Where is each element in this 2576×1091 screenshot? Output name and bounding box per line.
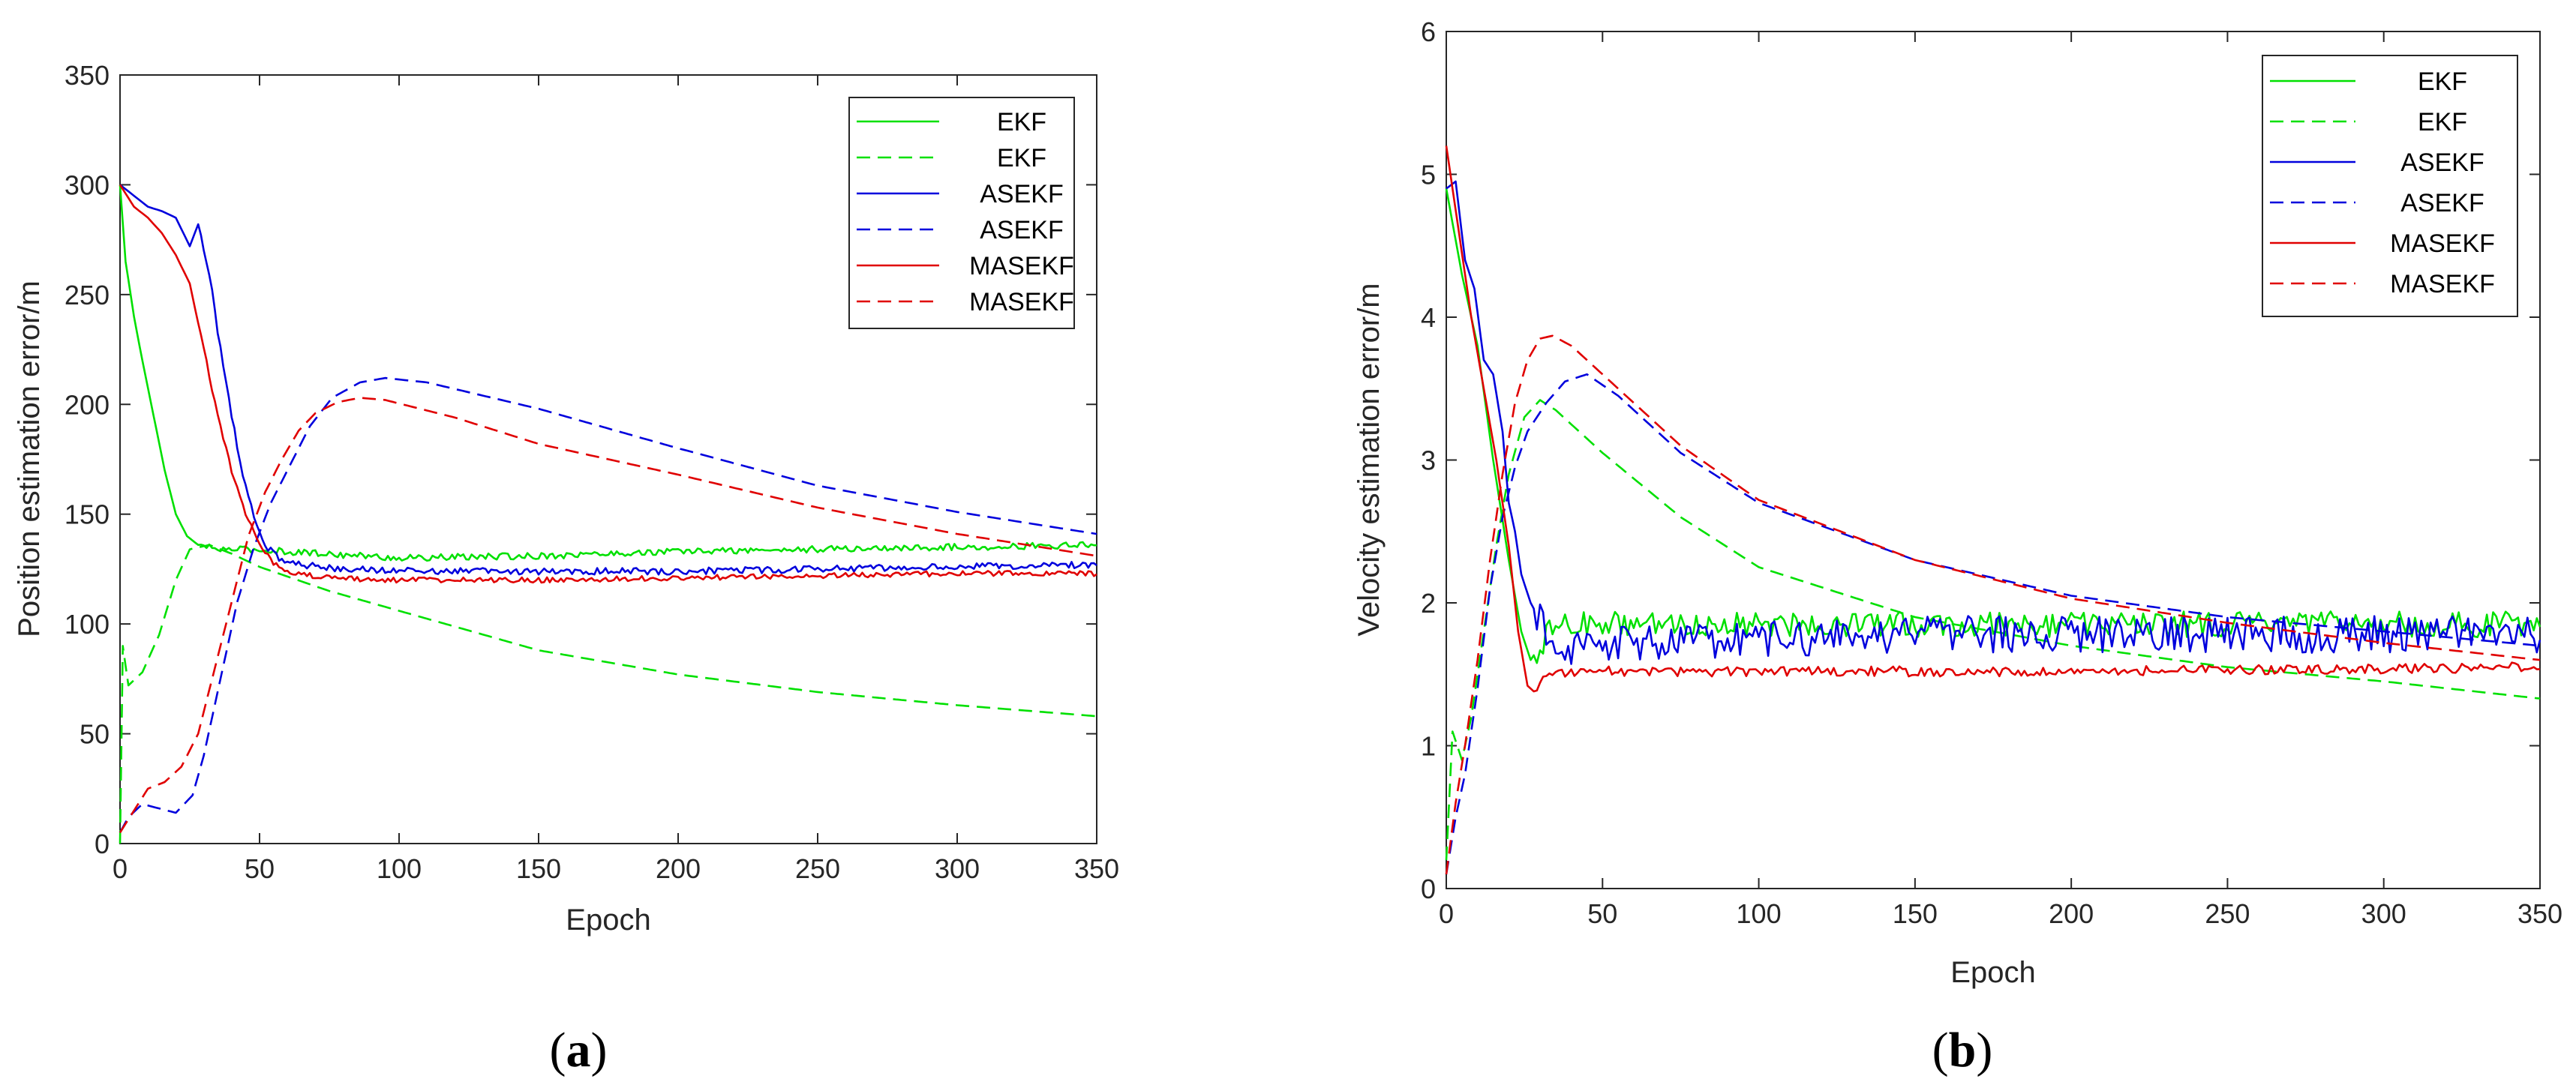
position-error-chart: 0 50 100 150 200 250 300 350 0 50 100 150 200 250 300… <box>13 60 1119 1078</box>
x-tick-label-b-5: 250 <box>2205 898 2250 929</box>
x-tick-label-b-2: 100 <box>1737 898 1782 929</box>
series-line-masekf-solid-a <box>119 184 1097 584</box>
x-tick-label-b-7: 350 <box>2517 898 2562 929</box>
x-tick-label-a-3: 150 <box>516 853 561 884</box>
caption-a: (a) <box>550 1023 608 1078</box>
legend-label-a-3: ASEKF <box>980 216 1063 244</box>
legend-box-a <box>848 97 1075 329</box>
legend-label-b-5: MASEKF <box>2390 270 2495 298</box>
y-tick-label-a-7: 350 <box>65 60 110 91</box>
series-line-asekf-solid-b <box>1446 180 2541 665</box>
caption-a-close: ) <box>591 1023 608 1078</box>
y-axis-label-b: Velocity estimation error/m <box>1353 283 1386 636</box>
legend-a: EKF EKF ASEKF ASEKF MASEKF MASEKF <box>848 97 1075 329</box>
series-lines-a <box>119 184 1097 844</box>
y-tick-label-a-6: 300 <box>65 169 110 200</box>
x-tick-label-a-1: 50 <box>245 853 275 884</box>
legend-label-b-1: EKF <box>2418 108 2467 136</box>
x-tick-label-b-1: 50 <box>1587 898 1617 929</box>
legend-label-a-1: EKF <box>997 144 1046 172</box>
series-line-masekf-dashed-a <box>119 397 1097 834</box>
series-line-ekf-dashed-b <box>1445 399 2541 860</box>
x-tick-label-a-2: 100 <box>377 853 422 884</box>
y-tick-label-a-2: 100 <box>65 609 110 640</box>
y-tick-label-a-1: 50 <box>80 719 110 750</box>
caption-a-letter: a <box>566 1023 591 1078</box>
legend-label-a-2: ASEKF <box>980 180 1063 208</box>
legend-label-b-4: MASEKF <box>2390 229 2495 258</box>
y-tick-label-a-4: 200 <box>65 389 110 420</box>
y-tick-label-a-3: 150 <box>65 499 110 530</box>
series-line-masekf-solid-b <box>1445 145 2541 693</box>
x-tick-label-a-6: 300 <box>935 853 980 884</box>
x-tick-label-b-3: 150 <box>1893 898 1938 929</box>
series-lines-b <box>1445 145 2541 875</box>
caption-b-close: ) <box>1976 1023 1992 1078</box>
legend-b: EKF EKF ASEKF ASEKF MASEKF MASEKF <box>2262 55 2518 317</box>
legend-label-b-0: EKF <box>2418 67 2467 96</box>
y-tick-label-b-4: 4 <box>1421 302 1436 333</box>
x-tick-label-a-0: 0 <box>113 853 128 884</box>
caption-b-letter: b <box>1949 1023 1977 1078</box>
y-ticks-a: 0 50 100 150 200 250 300 350 <box>65 60 1097 859</box>
x-ticks-b: 0 50 100 150 200 250 300 350 <box>1439 31 2562 929</box>
x-tick-label-b-0: 0 <box>1439 898 1454 929</box>
y-tick-label-a-0: 0 <box>95 829 110 859</box>
caption-b-open: ( <box>1932 1023 1949 1078</box>
series-line-asekf-dashed-a <box>119 376 1097 834</box>
x-axis-label-b: Epoch <box>1950 956 2035 989</box>
series-line-ekf-solid-b <box>1445 188 2541 664</box>
x-axis-label-a: Epoch <box>566 904 650 937</box>
y-tick-label-b-0: 0 <box>1421 874 1436 904</box>
y-tick-label-b-1: 1 <box>1421 731 1436 762</box>
legend-label-b-2: ASEKF <box>2400 148 2484 177</box>
y-tick-label-a-5: 250 <box>65 280 110 310</box>
caption-b: (b) <box>1932 1023 1993 1078</box>
x-tick-label-a-4: 200 <box>656 853 701 884</box>
series-line-masekf-dashed-b <box>1445 334 2541 875</box>
caption-a-open: ( <box>550 1023 566 1078</box>
legend-label-b-3: ASEKF <box>2400 189 2484 217</box>
y-axis-label-a: Position estimation error/m <box>13 280 46 637</box>
series-line-asekf-solid-a <box>119 184 1097 576</box>
velocity-error-chart: 0 50 100 150 200 250 300 350 0 1 2 3 4 5 6 Epoch Velo… <box>1353 16 2562 1078</box>
y-tick-label-b-2: 2 <box>1421 588 1436 619</box>
y-tick-label-b-6: 6 <box>1421 16 1436 47</box>
x-tick-label-a-7: 350 <box>1074 853 1119 884</box>
x-ticks-a: 0 50 100 150 200 250 300 350 <box>113 75 1119 884</box>
x-tick-label-b-4: 200 <box>2049 898 2094 929</box>
x-tick-label-b-6: 300 <box>2361 898 2406 929</box>
legend-label-a-0: EKF <box>997 108 1046 136</box>
legend-label-a-4: MASEKF <box>969 252 1074 280</box>
series-line-asekf-dashed-b <box>1445 373 2541 875</box>
series-line-ekf-solid-a <box>119 184 1097 562</box>
legend-box-b <box>2262 55 2518 317</box>
series-line-ekf-dashed-a <box>119 544 1097 844</box>
y-tick-label-b-5: 5 <box>1421 160 1436 190</box>
legend-label-a-5: MASEKF <box>969 288 1074 316</box>
y-tick-label-b-3: 3 <box>1421 445 1436 476</box>
y-ticks-b: 0 1 2 3 4 5 6 <box>1421 16 2540 904</box>
x-tick-label-a-5: 250 <box>795 853 840 884</box>
